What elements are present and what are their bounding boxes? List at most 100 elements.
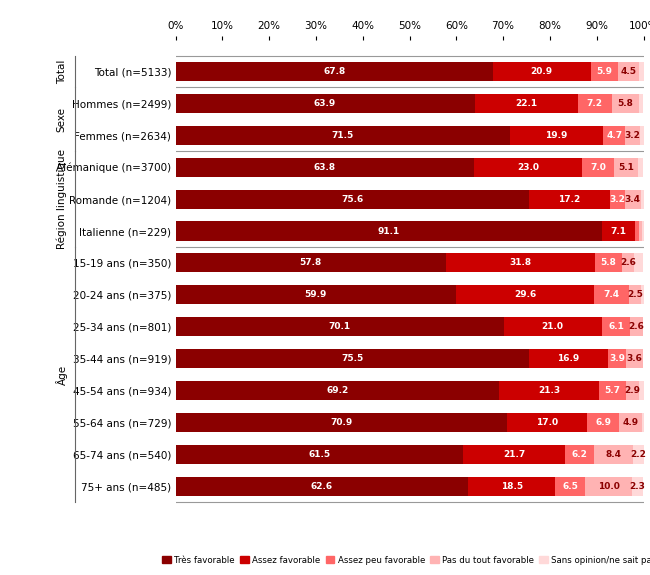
Bar (456, 285, 594, 304)
Text: 6.1: 6.1 (608, 322, 624, 331)
Bar (176, 445, 463, 464)
Text: 5.9: 5.9 (597, 67, 612, 76)
Bar (586, 477, 632, 496)
Bar (642, 413, 644, 432)
Text: 7.4: 7.4 (604, 290, 619, 300)
Text: 2.2: 2.2 (630, 450, 646, 459)
Text: 4.7: 4.7 (606, 131, 622, 140)
Bar (469, 477, 555, 496)
Bar (510, 126, 603, 145)
Bar (640, 126, 644, 145)
Bar (176, 254, 446, 273)
Legend: Très favorable, Assez favorable, Assez peu favorable, Pas du tout favorable, San: Très favorable, Assez favorable, Assez p… (159, 552, 650, 568)
Bar (507, 413, 587, 432)
Text: 59.9: 59.9 (304, 290, 327, 300)
Text: 10.0: 10.0 (598, 482, 620, 490)
Text: 20.9: 20.9 (530, 67, 552, 76)
Text: 21.3: 21.3 (538, 386, 560, 395)
Bar (176, 221, 602, 240)
Text: 2.6: 2.6 (620, 258, 636, 267)
Text: 3.4: 3.4 (625, 194, 641, 204)
Bar (622, 254, 634, 273)
Bar (582, 158, 614, 177)
Bar (625, 190, 641, 209)
Text: 19.9: 19.9 (545, 131, 568, 140)
Bar (633, 445, 644, 464)
Bar (591, 62, 618, 81)
Text: 3.2: 3.2 (625, 131, 641, 140)
Bar (640, 221, 642, 240)
Text: 7.0: 7.0 (590, 163, 606, 172)
Text: 17.0: 17.0 (536, 418, 558, 427)
Text: 2.3: 2.3 (630, 482, 645, 490)
Text: 63.8: 63.8 (314, 163, 336, 172)
Bar (629, 285, 641, 304)
Text: 62.6: 62.6 (311, 482, 333, 490)
Bar (446, 254, 595, 273)
Bar (602, 221, 635, 240)
Bar (640, 381, 644, 400)
Bar (608, 349, 626, 368)
Text: 67.8: 67.8 (323, 67, 345, 76)
Text: 5.8: 5.8 (601, 258, 616, 267)
Text: 21.0: 21.0 (541, 322, 564, 331)
Bar (578, 94, 612, 113)
Text: Âge: Âge (56, 365, 68, 385)
Text: 8.4: 8.4 (606, 450, 621, 459)
Bar (504, 317, 602, 336)
Text: 2.9: 2.9 (625, 386, 640, 395)
Bar (632, 477, 643, 496)
Text: 69.2: 69.2 (326, 386, 348, 395)
Bar (594, 445, 633, 464)
Text: 16.9: 16.9 (557, 354, 580, 363)
Text: Région linguistique: Région linguistique (57, 149, 67, 249)
Bar (176, 349, 529, 368)
Bar (619, 413, 642, 432)
Bar (602, 317, 630, 336)
Text: 18.5: 18.5 (500, 482, 523, 490)
Bar (176, 94, 474, 113)
Bar (641, 190, 644, 209)
Text: 61.5: 61.5 (308, 450, 330, 459)
Text: 7.1: 7.1 (610, 227, 627, 236)
Bar (499, 381, 599, 400)
Bar (463, 445, 565, 464)
Text: 6.5: 6.5 (562, 482, 578, 490)
Bar (610, 190, 625, 209)
Text: Total: Total (57, 59, 67, 84)
Bar (176, 126, 510, 145)
Bar (626, 349, 643, 368)
Bar (641, 285, 644, 304)
Bar (176, 62, 493, 81)
Text: 70.1: 70.1 (328, 322, 350, 331)
Bar (565, 445, 594, 464)
Bar (639, 94, 644, 113)
Bar (529, 190, 610, 209)
Text: 3.2: 3.2 (609, 194, 625, 204)
Text: 17.2: 17.2 (558, 194, 580, 204)
Text: 3.9: 3.9 (609, 354, 625, 363)
Bar (474, 94, 578, 113)
Text: 4.9: 4.9 (623, 418, 639, 427)
Bar (176, 285, 456, 304)
Bar (176, 413, 507, 432)
Bar (603, 126, 625, 145)
Text: 22.1: 22.1 (515, 99, 538, 108)
Bar (599, 381, 626, 400)
Text: 5.1: 5.1 (619, 163, 634, 172)
Bar (529, 349, 608, 368)
Bar (555, 477, 586, 496)
Text: 23.0: 23.0 (517, 163, 539, 172)
Bar (643, 317, 644, 336)
Text: 6.9: 6.9 (595, 418, 611, 427)
Bar (176, 190, 529, 209)
Bar (626, 381, 640, 400)
Text: 63.9: 63.9 (314, 99, 336, 108)
Text: 75.5: 75.5 (341, 354, 363, 363)
Text: 29.6: 29.6 (514, 290, 536, 300)
Text: 31.8: 31.8 (510, 258, 532, 267)
Bar (493, 62, 591, 81)
Bar (176, 477, 469, 496)
Bar (176, 158, 474, 177)
Text: 71.5: 71.5 (332, 131, 354, 140)
